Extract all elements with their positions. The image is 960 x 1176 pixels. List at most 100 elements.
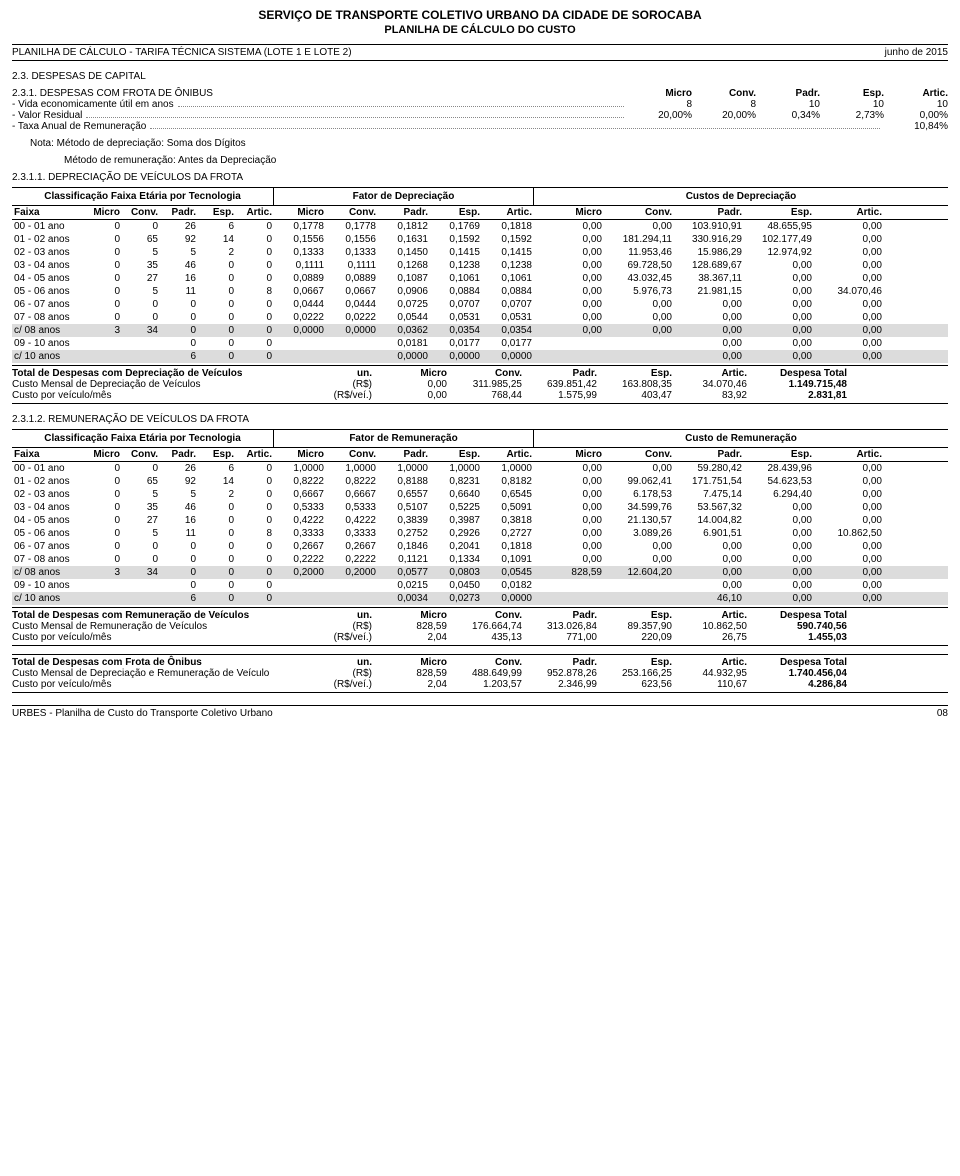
cell-f: 1,0000	[274, 462, 326, 475]
cell-f: 0,5091	[482, 501, 534, 514]
cell-f: 0,0000	[326, 324, 378, 337]
cell-q: 0	[236, 566, 274, 579]
cell-f: 0,2000	[274, 566, 326, 579]
cell-q: 0	[236, 501, 274, 514]
cell-f: 0,1061	[430, 272, 482, 285]
cell-q: 0	[198, 350, 236, 363]
cell-q: 0	[236, 324, 274, 337]
cell-f: 0,1592	[482, 233, 534, 246]
valres-micro: 20,00%	[628, 110, 692, 121]
col-f: Artic.	[482, 448, 534, 461]
cell-c: 0,00	[534, 462, 604, 475]
valres-esp: 2,73%	[820, 110, 884, 121]
cell-faixa: c/ 10 anos	[12, 592, 84, 605]
cell-faixa: 09 - 10 anos	[12, 579, 84, 592]
cell-f: 0,0884	[430, 285, 482, 298]
col-artic: Artic.	[884, 88, 948, 99]
cell-c: 0,00	[534, 285, 604, 298]
sum-unit: (R$)	[312, 621, 372, 632]
cell-c: 0,00	[744, 514, 814, 527]
cell-f: 0,1812	[378, 220, 430, 233]
cell-c: 6.178,53	[604, 488, 674, 501]
table-row: 00 - 01 ano0026600,17780,17780,18120,176…	[12, 220, 948, 233]
table-row: c/ 10 anos6000,00340,02730,000046,100,00…	[12, 592, 948, 605]
sum-val: 34.070,46	[672, 379, 747, 390]
cell-c: 0,00	[814, 488, 884, 501]
cell-c: 0,00	[814, 501, 884, 514]
col-f: Esp.	[430, 206, 482, 219]
cell-c: 0,00	[604, 462, 674, 475]
sum-val: 768,44	[447, 390, 522, 401]
cell-f: 0,5333	[274, 501, 326, 514]
table-row: 06 - 07 anos000000,26670,26670,18460,204…	[12, 540, 948, 553]
sum-label: Custo por veículo/mês	[12, 390, 312, 401]
cell-faixa: 04 - 05 anos	[12, 514, 84, 527]
sum-unit: (R$)	[312, 379, 372, 390]
cell-c: 0,00	[814, 462, 884, 475]
cell-faixa: 03 - 04 anos	[12, 501, 84, 514]
sum-val: 771,00	[522, 632, 597, 643]
cell-q: 0	[122, 553, 160, 566]
sum-val: 26,75	[672, 632, 747, 643]
cell-q: 0	[84, 220, 122, 233]
cell-q: 0	[198, 579, 236, 592]
cell-c: 0,00	[814, 579, 884, 592]
cell-c: 0,00	[534, 540, 604, 553]
summary-row: Custo por veículo/mês(R$/veí.)2,041.203,…	[12, 679, 948, 690]
summary-row: Custo por veículo/mês(R$/veí.)0,00768,44…	[12, 390, 948, 401]
cell-c: 0,00	[744, 272, 814, 285]
cell-f: 0,0000	[430, 350, 482, 363]
cell-q: 3	[84, 324, 122, 337]
cell-c: 0,00	[674, 311, 744, 324]
cell-c: 0,00	[604, 298, 674, 311]
rem-grp-1: Classificação Faixa Etária por Tecnologi…	[12, 430, 274, 447]
sum-val: 163.808,35	[597, 379, 672, 390]
sum-val: Artic.	[672, 610, 747, 621]
cell-q: 14	[198, 475, 236, 488]
cell-faixa: 02 - 03 anos	[12, 246, 84, 259]
cell-c	[604, 579, 674, 592]
cell-f: 0,0000	[378, 350, 430, 363]
sum-val: Micro	[372, 657, 447, 668]
cell-c: 7.475,14	[674, 488, 744, 501]
cell-q	[84, 337, 122, 350]
cell-f: 0,3839	[378, 514, 430, 527]
cell-q: 34	[122, 324, 160, 337]
cell-q: 0	[160, 579, 198, 592]
cell-c: 21.981,15	[674, 285, 744, 298]
cell-c: 0,00	[814, 337, 884, 350]
cell-f: 0,1846	[378, 540, 430, 553]
cell-c: 0,00	[534, 311, 604, 324]
cell-f: 0,0000	[482, 350, 534, 363]
cell-c: 0,00	[534, 233, 604, 246]
cell-c: 171.751,54	[674, 475, 744, 488]
cell-f	[326, 579, 378, 592]
cell-f: 1,0000	[430, 462, 482, 475]
cell-q: 0	[84, 298, 122, 311]
cell-c: 0,00	[534, 324, 604, 337]
cell-faixa: c/ 10 anos	[12, 350, 84, 363]
col-q: Padr.	[160, 448, 198, 461]
col-c: Conv.	[604, 448, 674, 461]
cell-f: 0,0725	[378, 298, 430, 311]
cell-c: 0,00	[604, 220, 674, 233]
cell-faixa: 07 - 08 anos	[12, 311, 84, 324]
col-f: Artic.	[482, 206, 534, 219]
cell-c: 0,00	[814, 324, 884, 337]
cell-c: 0,00	[674, 337, 744, 350]
cell-q: 6	[198, 462, 236, 475]
cell-f: 0,1333	[326, 246, 378, 259]
cell-c: 0,00	[814, 553, 884, 566]
cell-faixa: 07 - 08 anos	[12, 553, 84, 566]
cell-f: 1,0000	[326, 462, 378, 475]
cell-c: 0,00	[744, 350, 814, 363]
vida-micro: 8	[628, 99, 692, 110]
table-row: 03 - 04 anos03546000,53330,53330,51070,5…	[12, 501, 948, 514]
cell-q: 27	[122, 272, 160, 285]
summary-row: Total de Despesas com Frota de Ônibusun.…	[12, 657, 948, 668]
sum-label: Total de Despesas com Frota de Ônibus	[12, 657, 312, 668]
cell-c: 0,00	[674, 553, 744, 566]
cell-f: 0,0707	[430, 298, 482, 311]
cell-q: 5	[122, 488, 160, 501]
cell-f: 0,2752	[378, 527, 430, 540]
